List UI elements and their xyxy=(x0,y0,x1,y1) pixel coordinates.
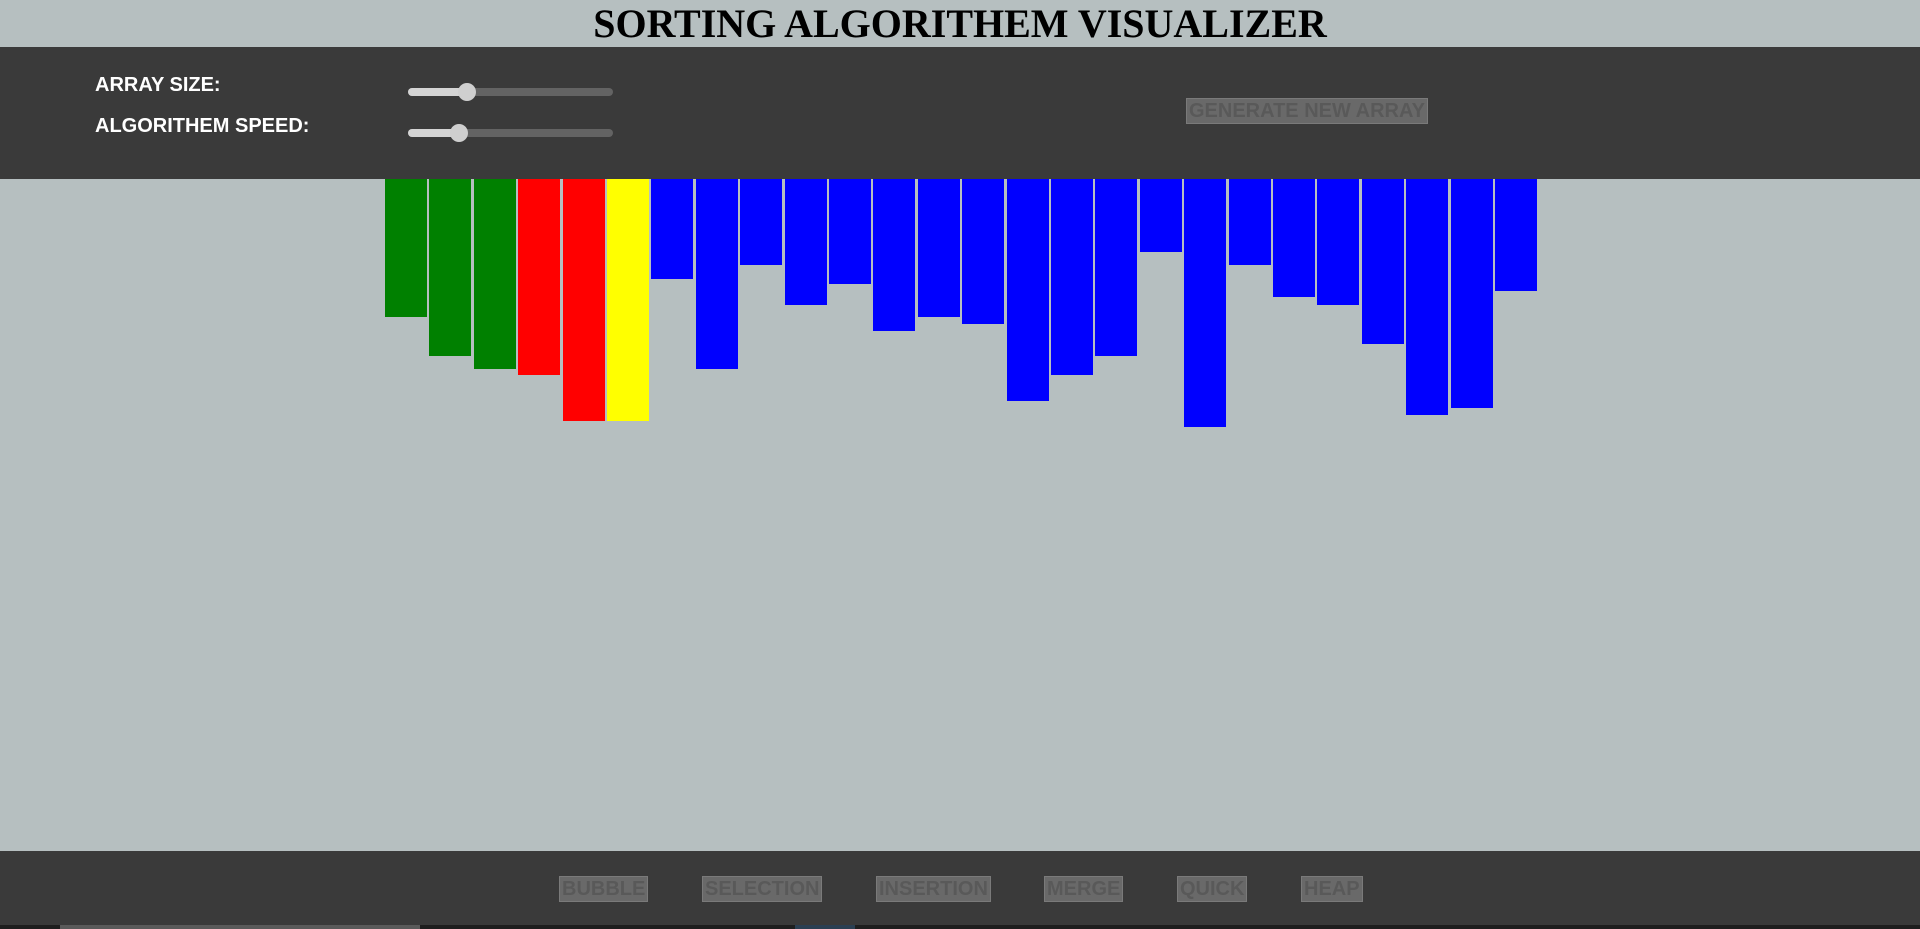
algorithm-speed-slider[interactable] xyxy=(408,124,613,142)
array-bar-compare xyxy=(562,179,605,421)
array-size-slider-thumb[interactable] xyxy=(458,83,477,101)
array-bar-unsorted xyxy=(1450,179,1493,408)
array-bar-unsorted xyxy=(1006,179,1049,401)
array-bar-sorted xyxy=(429,179,472,356)
array-bar-unsorted xyxy=(1361,179,1404,344)
insertion-sort-button[interactable]: INSERTION xyxy=(876,876,991,902)
selection-sort-button[interactable]: SELECTION xyxy=(702,876,823,902)
array-bar-unsorted xyxy=(873,179,916,331)
array-bar-unsorted xyxy=(740,179,783,265)
control-panel: ARRAY SIZE: ALGORITHEM SPEED: GENERATE N… xyxy=(0,47,1920,179)
bottom-strip xyxy=(0,925,1920,929)
array-bar-unsorted xyxy=(1139,179,1182,252)
quick-sort-button[interactable]: QUICK xyxy=(1177,876,1248,902)
heap-sort-button[interactable]: HEAP xyxy=(1301,876,1363,902)
array-bar-unsorted xyxy=(784,179,827,305)
array-bar-pivot xyxy=(607,179,649,421)
bottom-strip-accent xyxy=(795,925,855,929)
array-bar-unsorted xyxy=(1051,179,1093,375)
algorithm-speed-label: ALGORITHEM SPEED: xyxy=(95,115,310,137)
merge-sort-button[interactable]: MERGE xyxy=(1044,876,1124,902)
array-bar-unsorted xyxy=(695,179,738,369)
generate-new-array-button[interactable]: GENERATE NEW ARRAY xyxy=(1186,98,1428,124)
array-size-slider[interactable] xyxy=(408,83,613,101)
bubble-sort-button[interactable]: BUBBLE xyxy=(559,876,649,902)
algorithm-speed-slider-thumb[interactable] xyxy=(450,124,469,142)
array-bar-unsorted xyxy=(829,179,871,284)
array-bar-unsorted xyxy=(1095,179,1138,356)
array-bar-unsorted xyxy=(651,179,694,279)
array-bar-sorted xyxy=(385,179,427,317)
page-title: SORTING ALGORITHEM VISUALIZER xyxy=(593,1,1327,46)
array-bar-unsorted xyxy=(1495,179,1537,291)
array-size-label: ARRAY SIZE: xyxy=(95,74,221,96)
array-bar-sorted xyxy=(473,179,516,369)
bottom-strip-accent xyxy=(60,925,420,929)
algorithm-speed-slider-fill xyxy=(408,129,460,137)
array-size-slider-fill xyxy=(408,88,468,96)
array-bar-unsorted xyxy=(917,179,960,317)
array-bar-unsorted xyxy=(1184,179,1227,427)
array-bar-unsorted xyxy=(1273,179,1315,297)
array-bar-unsorted xyxy=(1406,179,1449,415)
array-bar-unsorted xyxy=(1228,179,1271,265)
algorithm-panel: BUBBLE SELECTION INSERTION MERGE QUICK H… xyxy=(0,851,1920,929)
array-bar-unsorted xyxy=(962,179,1005,324)
array-bar-unsorted xyxy=(1317,179,1360,305)
array-bars xyxy=(0,179,1920,851)
array-bar-compare xyxy=(518,179,561,375)
